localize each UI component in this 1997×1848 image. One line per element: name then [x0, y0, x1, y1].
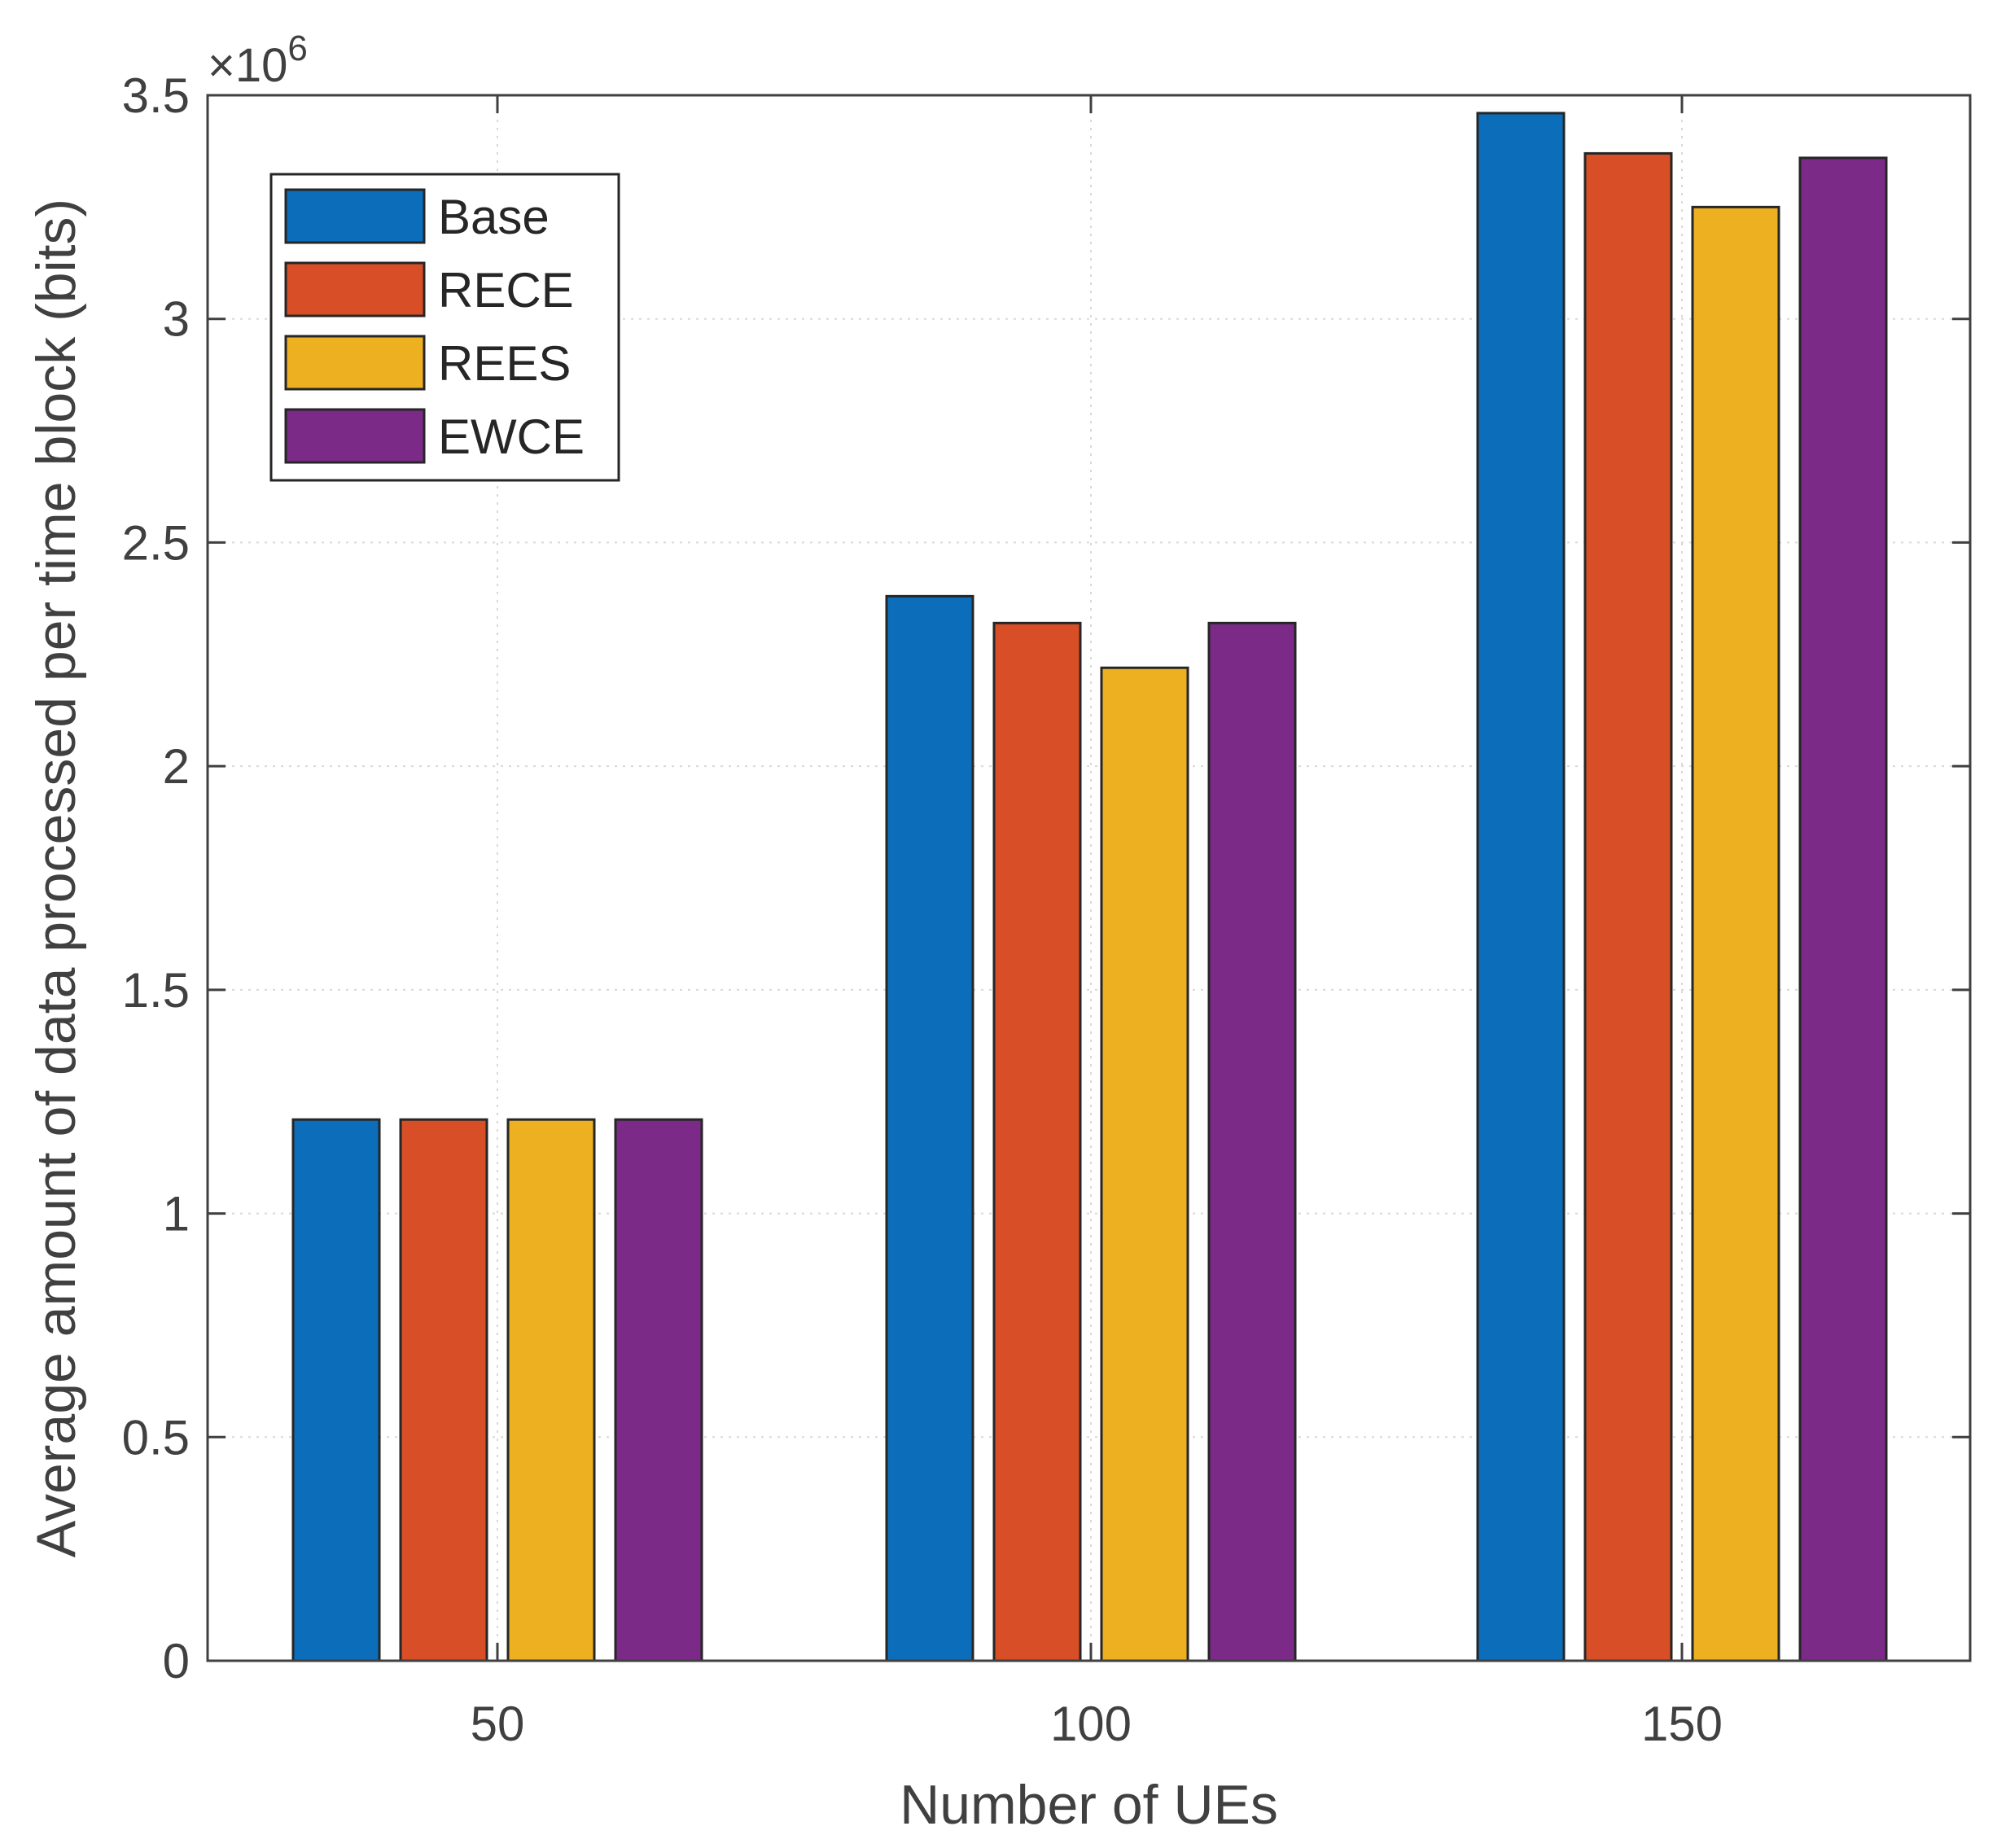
x-tick-label: 100 [1050, 1697, 1132, 1751]
y-axis-exponent: ×106 [208, 28, 308, 92]
legend-label-rece: RECE [438, 263, 574, 317]
bar-base-100 [885, 594, 974, 1662]
bar-ewce-50 [614, 1118, 703, 1662]
legend: Base RECE REES EWCE [269, 173, 620, 482]
bar-ewce-150 [1798, 156, 1888, 1662]
legend-label-ewce: EWCE [438, 409, 585, 464]
bar-base-50 [291, 1118, 381, 1662]
x-axis-title: Number of UEs [900, 1774, 1278, 1836]
y-tick-label: 2 [163, 739, 190, 794]
x-tick-label: 50 [471, 1697, 525, 1751]
y-axis-exponent-base: ×10 [208, 39, 287, 92]
legend-swatch-rece [284, 261, 426, 317]
bar-rees-150 [1691, 205, 1780, 1662]
y-axis-title: Average amount of data processed per tim… [25, 199, 87, 1557]
bar-ewce-100 [1207, 621, 1297, 1662]
y-tick-label: 2.5 [122, 515, 190, 570]
bar-rees-100 [1100, 666, 1189, 1662]
plot-area-border [206, 94, 1972, 1662]
bar-base-150 [1476, 112, 1566, 1662]
bar-rees-50 [506, 1118, 596, 1662]
bar-rece-100 [992, 621, 1082, 1662]
y-tick-label: 0 [163, 1634, 190, 1688]
legend-swatch-ewce [284, 408, 426, 464]
legend-swatch-base [284, 188, 426, 244]
y-tick-label: 0.5 [122, 1410, 190, 1465]
y-tick-label: 1 [163, 1187, 190, 1241]
y-tick-label: 3.5 [122, 68, 190, 123]
bars [291, 112, 1888, 1662]
bar-rece-150 [1583, 151, 1673, 1662]
legend-swatch-rees [284, 335, 426, 391]
axis-ticks: 0 0.5 1 1.5 2 2.5 3 3.5 50 100 150 [122, 68, 1970, 1751]
legend-label-rees: REES [438, 336, 571, 391]
x-tick-label: 150 [1641, 1697, 1723, 1751]
y-axis-exponent-power: 6 [287, 28, 307, 68]
y-tick-label: 3 [163, 292, 190, 347]
y-tick-label: 1.5 [122, 963, 190, 1018]
legend-label-base: Base [438, 190, 550, 244]
bar-rece-50 [399, 1118, 488, 1662]
